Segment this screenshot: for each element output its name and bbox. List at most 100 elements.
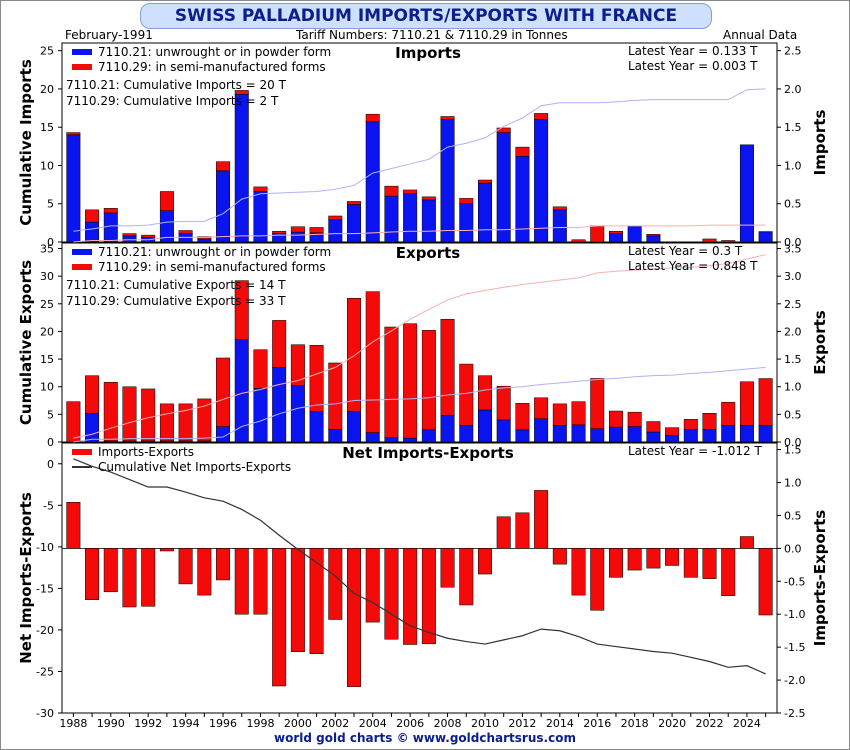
cumulative-net-line: [73, 458, 766, 675]
bar-7110-21-2023: [721, 425, 736, 443]
left-tick-label: 15: [40, 121, 54, 134]
x-tick-label: 2022: [696, 717, 724, 730]
bar-net-2021: [683, 548, 698, 578]
bar-7110-21-2008: [440, 119, 455, 243]
x-tick-label: 2012: [508, 717, 536, 730]
bar-7110-29-2015: [571, 401, 586, 426]
panel-frame-imports: [61, 42, 778, 243]
bar-7110-29-2018: [627, 411, 642, 427]
x-tick-label: 1996: [209, 717, 237, 730]
bar-7110-21-1998: [253, 191, 268, 243]
right-tick-label: 2.5: [784, 298, 802, 311]
left-tick-label: 10: [40, 159, 54, 172]
bar-net-2015: [571, 548, 586, 596]
frequency-label: Annual Data: [723, 28, 798, 42]
bar-7110-21-2001: [309, 411, 324, 443]
bar-7110-21-1999: [272, 367, 287, 443]
bar-net-2000: [290, 548, 305, 653]
latest-year-note: Latest Year = 0.848 T: [628, 259, 758, 273]
bar-7110-29-2004: [365, 291, 380, 433]
bar-7110-21-1997: [234, 94, 249, 243]
bar-7110-21-1995: [197, 238, 212, 243]
x-tick-label: 1992: [134, 717, 162, 730]
bar-7110-29-1996: [216, 357, 231, 427]
x-tick-label: 2020: [658, 717, 686, 730]
right-tick-label: 2.0: [784, 83, 802, 96]
bar-7110-21-2024: [739, 425, 754, 443]
panel-title-imports: Imports: [395, 44, 461, 62]
bar-7110-21-2017: [608, 426, 623, 443]
bar-7110-29-1989: [85, 375, 100, 414]
right-tick-label: 1.5: [784, 444, 802, 457]
bar-7110-29-1992: [141, 234, 156, 238]
bar-7110-29-1994: [178, 403, 193, 442]
bar-7110-21-2025: [758, 231, 773, 243]
legend-label: 7110.29: in semi-manufactured forms: [98, 60, 326, 74]
bar-7110-21-2017: [608, 233, 623, 243]
tariff-label: Tariff Numbers: 7110.21 & 7110.29 in Ton…: [296, 28, 568, 42]
bar-7110-21-2018: [627, 225, 642, 243]
bar-net-2017: [608, 548, 623, 578]
legend-swatch: [72, 249, 92, 255]
legend-label: Cumulative Net Imports-Exports: [98, 460, 291, 474]
bar-net-2002: [328, 548, 343, 620]
right-tick-label: 2.5: [784, 45, 802, 58]
bar-7110-29-2019: [646, 234, 661, 237]
bar-7110-29-2005: [384, 326, 399, 438]
bar-7110-29-2002: [328, 215, 343, 221]
panel-frame-net: [61, 442, 778, 714]
bar-7110-29-2020: [665, 427, 680, 436]
bar-7110-29-2012: [515, 403, 530, 431]
bar-7110-21-2010: [478, 182, 492, 243]
cumulative-line-7110-29: [73, 224, 766, 243]
bar-7110-21-2008: [440, 415, 455, 443]
x-tick-label: 1990: [97, 717, 125, 730]
bar-net-2019: [646, 548, 661, 569]
bar-7110-29-1999: [272, 320, 287, 368]
bar-net-1989: [85, 548, 100, 600]
bar-7110-29-2013: [534, 113, 549, 120]
bar-7110-21-2002: [328, 219, 343, 243]
right-tick-label: 1.0: [784, 477, 802, 490]
bar-7110-21-2011: [496, 132, 511, 243]
bar-net-2025: [758, 548, 773, 616]
right-axis-label-exports: Exports: [811, 310, 829, 375]
right-tick-label: -2.0: [784, 674, 805, 687]
bar-7110-29-1994: [178, 230, 193, 234]
bar-7110-29-2000: [290, 226, 305, 233]
bar-7110-21-1990: [103, 212, 118, 243]
bar-7110-29-1997: [234, 280, 249, 340]
left-tick-label: 0: [47, 436, 54, 449]
bar-7110-29-2002: [328, 362, 343, 430]
bar-net-1997: [234, 548, 249, 615]
latest-year-note: Latest Year = -1.012 T: [628, 444, 762, 458]
bar-7110-21-2007: [421, 199, 436, 243]
right-tick-label: -1.5: [784, 641, 805, 654]
x-tick-label: 2004: [359, 717, 387, 730]
bar-7110-21-2019: [646, 235, 661, 243]
bar-7110-29-2009: [459, 198, 474, 204]
x-tick-label: 2018: [621, 717, 649, 730]
x-tick-label: 2002: [321, 717, 349, 730]
bar-7110-21-2021: [683, 429, 698, 443]
right-tick-label: 1.5: [784, 353, 802, 366]
bar-7110-29-1993: [159, 191, 174, 211]
cumulative-note: 7110.21: Cumulative Imports = 20 T: [66, 78, 287, 92]
bar-net-2013: [534, 490, 549, 549]
bar-net-2016: [590, 548, 605, 611]
bar-7110-21-2010: [478, 409, 492, 443]
bar-net-2007: [421, 548, 436, 645]
bar-7110-21-2004: [365, 432, 380, 443]
bar-7110-21-2009: [459, 203, 474, 243]
left-tick-label: 5: [47, 408, 54, 421]
bar-7110-21-2022: [702, 429, 717, 443]
bar-net-1994: [178, 548, 193, 585]
bar-7110-29-1988: [66, 401, 81, 443]
bar-7110-21-2014: [552, 209, 567, 243]
left-axis-label-exports: Cumulative Exports: [17, 260, 35, 425]
x-tick-label: 2000: [284, 717, 312, 730]
right-tick-label: 0.5: [784, 198, 802, 211]
bar-7110-21-1989: [85, 413, 100, 443]
bar-7110-29-2011: [496, 127, 511, 133]
x-tick-label: 2010: [471, 717, 499, 730]
